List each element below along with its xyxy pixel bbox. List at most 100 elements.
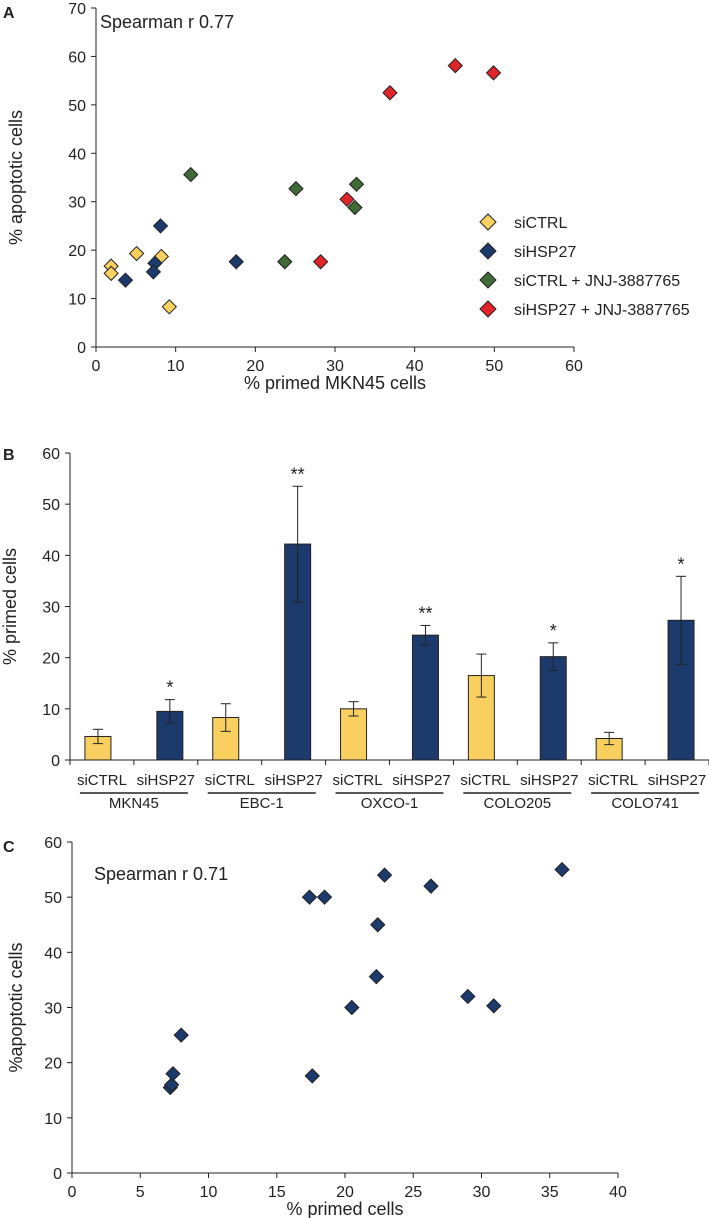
data-point <box>117 272 134 288</box>
y-axis-label: %apoptotic cells <box>6 942 26 1072</box>
bar-category-label: siCTRL <box>205 772 255 789</box>
data-point <box>316 889 333 905</box>
y-tick-label: 60 <box>44 835 62 852</box>
x-tick-label: 20 <box>336 1184 354 1201</box>
x-axis-label: % primed cells <box>286 1199 403 1218</box>
bar-category-label: siCTRL <box>460 772 510 789</box>
data-point <box>460 988 476 1005</box>
y-tick-label: 40 <box>42 548 60 565</box>
x-tick-label: 5 <box>136 1184 145 1201</box>
y-tick-label: 50 <box>42 497 60 514</box>
bar-category-label: siHSP27 <box>520 772 578 789</box>
data-point <box>161 299 178 315</box>
spearman-annotation: Spearman r 0.71 <box>94 864 228 884</box>
y-tick-label: 10 <box>42 702 60 719</box>
data-point <box>312 254 329 270</box>
spearman-annotation: Spearman r 0.77 <box>100 12 234 32</box>
y-tick-label: 60 <box>68 49 86 66</box>
x-tick-label: 60 <box>565 358 583 375</box>
significance-marker: ** <box>291 464 305 484</box>
group-label: EBC-1 <box>240 795 284 812</box>
data-point <box>228 254 244 270</box>
panel-label: C <box>3 839 15 856</box>
data-point <box>301 889 318 905</box>
data-point <box>344 999 360 1016</box>
data-point <box>368 968 385 985</box>
y-tick-label: 10 <box>44 1111 62 1128</box>
x-tick-label: 40 <box>406 358 424 375</box>
legend-marker <box>479 300 497 318</box>
x-tick-label: 0 <box>68 1184 77 1201</box>
data-point <box>423 878 439 894</box>
data-point <box>554 861 570 878</box>
bar-category-label: siCTRL <box>588 772 638 789</box>
bar-category-label: siHSP27 <box>392 772 450 789</box>
y-tick-label: 30 <box>42 600 60 617</box>
legend-label: siHSP27 + JNJ-3887765 <box>514 302 690 319</box>
data-point <box>183 166 199 183</box>
data-point <box>288 180 304 197</box>
y-tick-label: 30 <box>68 195 86 212</box>
group-label: OXCO-1 <box>361 795 419 812</box>
y-tick-label: 40 <box>68 146 86 163</box>
panel-label: B <box>3 447 15 464</box>
data-point <box>128 245 145 262</box>
y-axis-label: % primed cells <box>0 548 20 665</box>
data-point <box>152 218 169 234</box>
y-tick-label: 0 <box>53 1166 62 1183</box>
data-point <box>486 998 502 1014</box>
significance-marker: * <box>678 554 685 574</box>
data-point <box>145 264 162 280</box>
significance-marker: * <box>166 678 173 698</box>
data-point <box>277 254 293 270</box>
legend-marker <box>479 271 497 289</box>
group-label: COLO741 <box>611 795 679 812</box>
x-tick-label: 30 <box>473 1184 491 1201</box>
data-point <box>347 199 363 216</box>
y-axis-label: % apoptotic cells <box>6 110 26 245</box>
x-tick-label: 10 <box>167 358 185 375</box>
data-point <box>370 917 386 933</box>
data-point <box>485 65 502 81</box>
x-tick-label: 20 <box>246 358 264 375</box>
panel-label: A <box>3 5 15 22</box>
x-tick-label: 40 <box>609 1184 627 1201</box>
legend-marker <box>479 242 497 260</box>
data-point <box>376 867 393 883</box>
x-tick-label: 10 <box>200 1184 218 1201</box>
x-tick-label: 35 <box>541 1184 559 1201</box>
x-tick-label: 50 <box>485 358 503 375</box>
data-point <box>103 265 119 282</box>
bar <box>411 634 439 761</box>
bar <box>539 656 567 761</box>
y-tick-label: 70 <box>68 1 86 18</box>
y-tick-label: 40 <box>44 945 62 962</box>
significance-marker: * <box>550 621 557 641</box>
data-point <box>348 176 365 192</box>
data-point <box>339 191 355 208</box>
group-label: COLO205 <box>484 795 552 812</box>
y-tick-label: 50 <box>68 98 86 115</box>
y-tick-label: 20 <box>42 651 60 668</box>
x-tick-label: 30 <box>326 358 344 375</box>
x-tick-label: 25 <box>404 1184 422 1201</box>
bar <box>340 708 368 761</box>
data-point <box>163 1077 180 1093</box>
y-tick-label: 0 <box>77 340 86 357</box>
legend-label: siCTRL <box>514 215 567 232</box>
bar-category-label: siCTRL <box>77 772 127 789</box>
legend-marker <box>479 213 497 231</box>
y-tick-label: 60 <box>42 446 60 463</box>
legend-label: siCTRL + JNJ-3887765 <box>514 273 680 290</box>
legend-label: siHSP27 <box>514 244 576 261</box>
significance-marker: ** <box>418 603 432 623</box>
y-tick-label: 20 <box>68 243 86 260</box>
data-point <box>173 1027 189 1043</box>
x-tick-label: 15 <box>268 1184 286 1201</box>
bar-category-label: siCTRL <box>333 772 383 789</box>
data-point <box>304 1068 320 1084</box>
y-tick-label: 50 <box>44 890 62 907</box>
y-tick-label: 0 <box>51 753 60 770</box>
